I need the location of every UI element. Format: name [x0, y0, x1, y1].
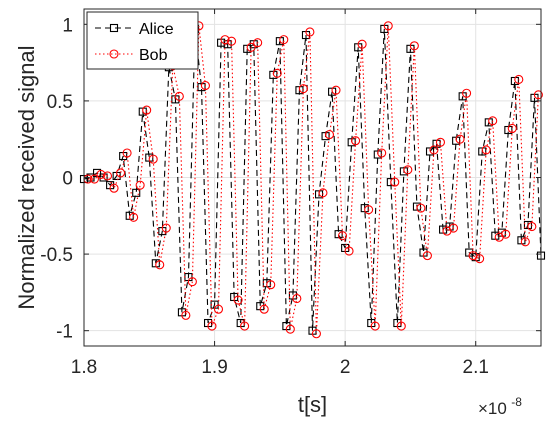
- data-point-bob: [102, 171, 113, 181]
- legend: Alice Bob: [86, 11, 199, 70]
- data-point-bob: [285, 324, 295, 334]
- x-tick-label: 1.9: [201, 357, 227, 378]
- data-point-bob: [422, 251, 432, 261]
- data-point-bob: [475, 254, 485, 264]
- data-point-bob: [396, 321, 406, 331]
- data-point-bob: [520, 237, 530, 247]
- data-point-bob: [429, 145, 439, 155]
- data-point-bob: [324, 130, 335, 140]
- data-point-bob: [272, 68, 282, 78]
- data-point-bob: [435, 137, 446, 147]
- data-point-bob: [161, 223, 171, 233]
- data-point-bob: [122, 148, 132, 158]
- data-point-bob: [416, 203, 426, 213]
- data-point-bob: [377, 148, 387, 158]
- data-point-bob: [344, 246, 354, 256]
- legend-box: [86, 11, 199, 70]
- data-point-bob: [259, 304, 269, 314]
- series-area: [79, 21, 546, 339]
- y-axis-label: Normalized received signal: [14, 45, 39, 309]
- data-point-bob: [533, 90, 543, 100]
- data-point-bob: [514, 74, 524, 85]
- y-tick-label: 1: [62, 15, 73, 36]
- data-point-bob: [298, 84, 308, 94]
- data-point-bob: [220, 35, 230, 45]
- y-tick-label: 0: [62, 169, 73, 190]
- y-tick-label: 0.5: [47, 92, 73, 113]
- legend-label: Alice: [139, 21, 174, 38]
- data-point-bob: [109, 183, 119, 193]
- axis-ticks: 1.8 1.9 2 2.1 1 0.5 0 -0.5 -1: [40, 9, 541, 378]
- data-point-bob: [481, 145, 491, 155]
- data-point-bob: [266, 280, 276, 290]
- legend-entry-bob: Bob: [95, 47, 168, 64]
- data-point-bob: [488, 116, 498, 126]
- legend-entry-alice: Alice: [95, 21, 174, 38]
- data-point-bob: [305, 27, 315, 37]
- data-point-bob: [96, 169, 106, 179]
- data-point-bob: [142, 105, 152, 115]
- data-point-bob: [135, 180, 145, 190]
- data-point-bob: [318, 188, 328, 198]
- data-point-bob: [507, 123, 517, 134]
- data-point-bob: [383, 21, 393, 31]
- data-point-bob: [337, 231, 348, 241]
- data-point-bob: [253, 38, 263, 48]
- x-axis-exponent: ×10 -8: [478, 395, 522, 418]
- data-point-bob: [240, 321, 250, 331]
- data-point-bob: [311, 329, 321, 339]
- data-point-bob: [233, 295, 243, 305]
- data-point-bob: [129, 212, 139, 222]
- data-point-bob: [148, 154, 158, 164]
- data-point-bob: [226, 36, 237, 46]
- data-point-bob: [155, 260, 165, 270]
- data-point-bob: [116, 168, 126, 178]
- series-alice: [79, 24, 546, 335]
- data-point-alice: [386, 178, 395, 187]
- data-point-bob: [246, 42, 256, 52]
- data-point-bob: [351, 136, 361, 146]
- series-line-bob: [87, 25, 539, 334]
- data-point-bob: [364, 205, 374, 215]
- data-point-bob: [501, 229, 511, 239]
- x-tick-label: 2.1: [463, 357, 489, 378]
- data-point-bob: [200, 81, 210, 91]
- legend-marker-square: [109, 23, 119, 33]
- data-point-bob: [213, 304, 224, 314]
- x-tick-label: 1.8: [71, 357, 97, 378]
- data-point-alice: [132, 188, 141, 197]
- legend-marker-circle: [109, 49, 119, 59]
- data-point-bob: [448, 223, 459, 233]
- data-point-bob: [357, 39, 367, 49]
- data-point-bob: [292, 293, 302, 304]
- x-tick-label: 2: [340, 357, 351, 378]
- data-point-bob: [331, 85, 341, 95]
- data-point-bob: [527, 221, 537, 232]
- data-point-bob: [462, 88, 472, 98]
- data-point-bob: [455, 134, 465, 144]
- data-point-bob: [403, 165, 413, 175]
- x-axis-exponent-power: -8: [511, 395, 522, 409]
- x-axis-exponent-base: ×10: [478, 399, 507, 418]
- data-point-bob: [187, 277, 197, 287]
- data-point-bob: [181, 310, 191, 320]
- data-point-bob: [174, 91, 184, 101]
- y-tick-label: -1: [56, 322, 73, 343]
- series-bob: [83, 21, 543, 339]
- x-axis-label: t[s]: [298, 392, 327, 417]
- y-tick-label: -0.5: [40, 245, 73, 266]
- data-point-bob: [390, 177, 400, 187]
- data-point-bob: [279, 35, 289, 45]
- data-point-bob: [89, 174, 99, 184]
- legend-label: Bob: [139, 47, 168, 64]
- data-point-bob: [409, 41, 419, 51]
- data-point-bob: [207, 321, 217, 331]
- series-line-alice: [83, 28, 542, 331]
- data-point-bob: [370, 321, 380, 331]
